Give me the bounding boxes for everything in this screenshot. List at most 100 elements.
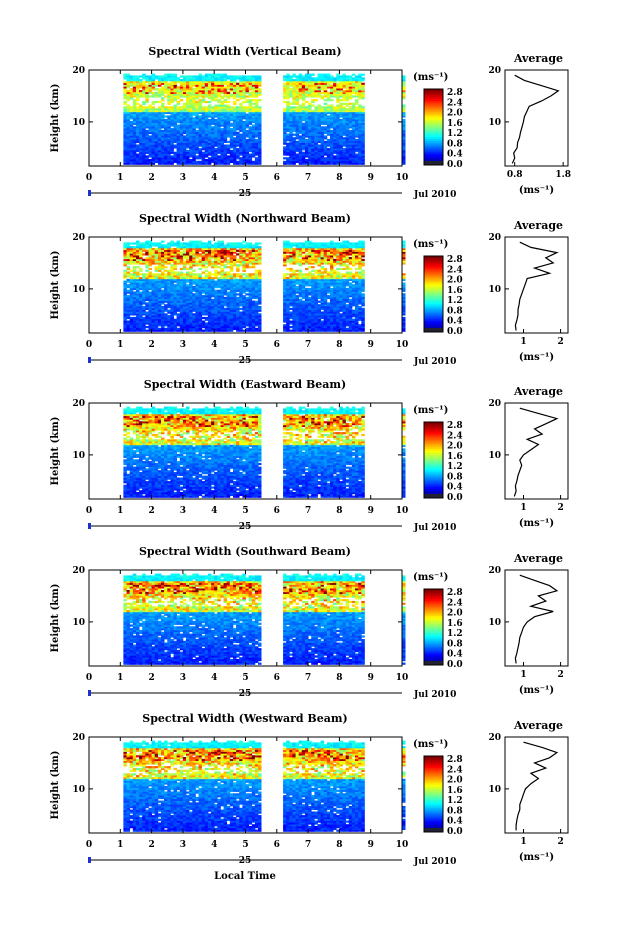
heatmap-cell: [186, 124, 190, 127]
heatmap-cell: [245, 108, 249, 111]
heatmap-cell: [242, 95, 246, 98]
heatmap-cell: [220, 102, 224, 105]
heatmap-cell: [223, 266, 228, 269]
heatmap-cell: [283, 110, 287, 113]
heatmap-cell: [161, 271, 165, 274]
heatmap-cell: [173, 284, 177, 287]
heatmap-cell: [179, 322, 184, 325]
heatmap-cell: [167, 142, 171, 145]
heatmap-cell: [151, 122, 156, 125]
heatmap-cell: [220, 113, 224, 116]
heatmap-cell: [211, 91, 215, 94]
heatmap-cell: [164, 77, 168, 80]
heatmap-cell: [292, 106, 296, 109]
heatmap-cell: [242, 148, 246, 151]
heatmap-cell: [233, 273, 237, 276]
heatmap-cell: [236, 153, 240, 156]
heatmap-cell: [145, 137, 149, 140]
heatmap-cell: [229, 139, 234, 142]
heatmap-cell: [214, 80, 218, 84]
heatmap-cell: [248, 148, 253, 151]
heatmap-cell: [345, 75, 350, 78]
heatmap-cell: [164, 160, 168, 163]
heatmap-cell: [186, 84, 190, 87]
heatmap-cell: [311, 77, 315, 80]
heatmap-cell: [170, 135, 174, 138]
heatmap-cell: [173, 117, 177, 120]
heatmap-cell: [223, 322, 228, 325]
heatmap-cell: [164, 298, 168, 301]
heatmap-cell: [323, 99, 328, 102]
heatmap-cell: [129, 93, 134, 96]
heatmap-cell: [220, 111, 224, 114]
heatmap-cell: [326, 104, 331, 107]
heatmap-cell: [170, 119, 174, 122]
heatmap-cell: [207, 90, 212, 93]
heatmap-cell: [295, 99, 300, 102]
heatmap-cell: [236, 126, 240, 129]
heatmap-cell: [126, 142, 131, 145]
heatmap-cell: [142, 159, 146, 162]
heatmap-cell: [170, 277, 174, 280]
heatmap-cell: [220, 88, 224, 91]
heatmap-cell: [132, 91, 137, 94]
heatmap-cell: [126, 129, 131, 133]
heatmap-cell: [301, 102, 306, 105]
heatmap-cell: [236, 120, 240, 124]
heatmap-cell: [145, 266, 149, 269]
heatmap-cell: [129, 126, 134, 129]
heatmap-cell: [170, 91, 174, 94]
heatmap-cell: [214, 110, 218, 113]
heatmap-cell: [195, 162, 199, 165]
heatmap-cell: [195, 106, 199, 109]
heatmap-cell: [358, 144, 362, 147]
heatmap-cell: [173, 298, 177, 301]
heatmap-cell: [142, 88, 146, 91]
heatmap-cell: [201, 117, 206, 120]
heatmap-cell: [148, 88, 152, 91]
heatmap-cell: [204, 298, 209, 301]
heatmap-cell: [226, 148, 231, 151]
heatmap-cell: [176, 129, 181, 133]
heatmap-cell: [314, 120, 318, 124]
heatmap-cell: [198, 139, 203, 142]
heatmap-cell: [154, 117, 159, 120]
heatmap-cell: [233, 91, 237, 94]
heatmap-cell: [214, 106, 218, 109]
heatmap-cell: [145, 80, 149, 84]
heatmap-cell: [320, 73, 325, 76]
panel-title: Spectral Width (Northward Beam): [139, 212, 351, 225]
heatmap-cell: [201, 244, 206, 247]
heatmap-cell: [201, 320, 206, 323]
heatmap-cell: [289, 75, 293, 78]
heatmap-cell: [186, 151, 190, 154]
heatmap-cell: [123, 126, 127, 129]
heatmap-cell: [126, 97, 131, 100]
heatmap-cell: [123, 133, 127, 136]
heatmap-cell: [176, 137, 181, 140]
heatmap-cell: [139, 149, 143, 153]
heatmap-cell: [151, 144, 156, 147]
heatmap-cell: [139, 273, 143, 276]
heatmap-cell: [220, 124, 224, 127]
heatmap-cell: [145, 269, 149, 272]
heatmap-cell: [330, 155, 334, 158]
heatmap-cell: [242, 137, 246, 140]
heatmap-cell: [342, 137, 346, 140]
heatmap-cell: [179, 244, 184, 247]
heatmap-cell: [129, 144, 134, 147]
heatmap-cell: [211, 311, 215, 314]
heatmap-cell: [123, 287, 127, 291]
heatmap-cell: [342, 131, 346, 134]
heatmap-cell: [226, 104, 231, 107]
heatmap-cell: [139, 79, 143, 82]
heatmap-cell: [239, 104, 243, 107]
heatmap-cell: [186, 90, 190, 93]
heatmap-cell: [139, 120, 143, 124]
heatmap-cell: [139, 322, 143, 325]
date-label: Jul 2010: [413, 190, 456, 200]
heatmap-cell: [170, 146, 174, 149]
heatmap-cell: [355, 110, 359, 113]
heatmap-cell: [151, 242, 156, 245]
heatmap-cell: [126, 155, 131, 158]
